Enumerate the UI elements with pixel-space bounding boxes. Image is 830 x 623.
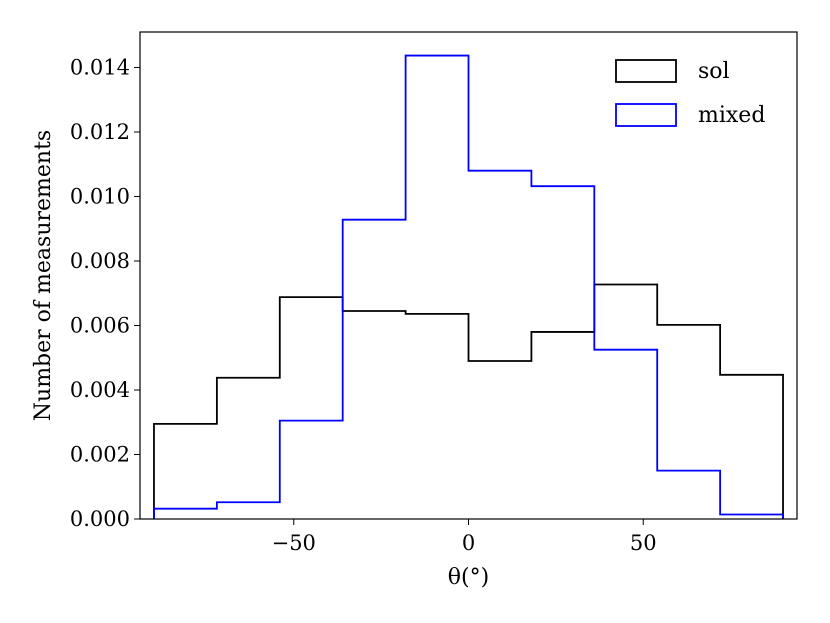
series-group <box>153 54 784 519</box>
legend-label-mixed: mixed <box>698 103 765 128</box>
y-tick-label: 0.002 <box>70 442 130 466</box>
y-tick-label: 0.008 <box>70 249 130 273</box>
y-axis-label: Number of measurements <box>31 130 56 421</box>
x-tick-label: −50 <box>272 531 316 555</box>
series-mixed <box>153 54 784 519</box>
x-tick-label: 0 <box>462 531 475 555</box>
series-sol <box>153 283 784 519</box>
axis-ticks: −50 0 50 0.000 0.002 0.004 0.006 0.008 0.010 0.01… <box>70 55 657 555</box>
x-axis-label: θ(°) <box>448 565 489 590</box>
y-tick-label: 0.014 <box>70 55 130 79</box>
y-tick-label: 0.000 <box>70 507 130 531</box>
x-tick-label: 50 <box>630 531 657 555</box>
y-tick-label: 0.012 <box>70 120 130 144</box>
legend: sol mixed <box>615 59 765 128</box>
y-tick-label: 0.004 <box>70 378 130 402</box>
legend-swatch-mixed <box>615 103 677 127</box>
y-tick-label: 0.006 <box>70 313 130 337</box>
legend-swatch-sol <box>615 59 677 83</box>
legend-label-sol: sol <box>698 59 730 84</box>
y-tick-label: 0.010 <box>70 184 130 208</box>
